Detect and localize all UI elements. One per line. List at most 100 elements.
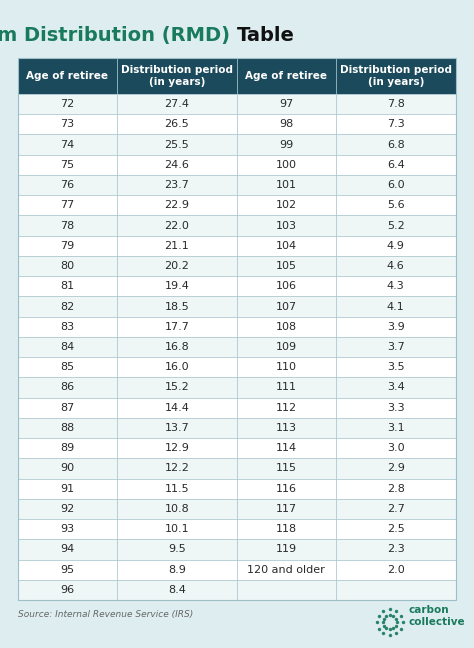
Bar bbox=[18, 479, 117, 499]
Bar bbox=[237, 479, 336, 499]
Text: 95: 95 bbox=[60, 564, 74, 575]
Text: 76: 76 bbox=[60, 180, 74, 190]
Text: 22.0: 22.0 bbox=[164, 220, 189, 231]
Bar bbox=[336, 337, 456, 357]
Text: 82: 82 bbox=[60, 301, 74, 312]
Text: 108: 108 bbox=[276, 322, 297, 332]
Bar bbox=[18, 256, 117, 276]
Text: IRA Required Minimum Distribution (RMD): IRA Required Minimum Distribution (RMD) bbox=[0, 647, 1, 648]
Bar bbox=[336, 317, 456, 337]
Bar bbox=[237, 580, 336, 600]
Bar bbox=[237, 256, 336, 276]
Text: 98: 98 bbox=[279, 119, 293, 130]
Bar bbox=[117, 135, 237, 155]
Text: 16.0: 16.0 bbox=[164, 362, 189, 372]
Bar bbox=[237, 215, 336, 236]
Bar bbox=[237, 438, 336, 458]
Bar bbox=[117, 479, 237, 499]
Bar bbox=[18, 559, 117, 580]
Text: 116: 116 bbox=[276, 483, 297, 494]
Bar bbox=[237, 296, 336, 317]
Text: 2.7: 2.7 bbox=[387, 504, 405, 514]
Text: 20.2: 20.2 bbox=[164, 261, 189, 271]
Bar bbox=[237, 418, 336, 438]
Text: 111: 111 bbox=[276, 382, 297, 393]
Text: 117: 117 bbox=[276, 504, 297, 514]
Bar bbox=[117, 114, 237, 135]
Text: 107: 107 bbox=[276, 301, 297, 312]
Text: Distribution period
(in years): Distribution period (in years) bbox=[121, 65, 233, 87]
Text: 3.4: 3.4 bbox=[387, 382, 405, 393]
Text: Source: Internal Revenue Service (IRS): Source: Internal Revenue Service (IRS) bbox=[18, 610, 193, 619]
Text: 77: 77 bbox=[60, 200, 74, 211]
Text: 102: 102 bbox=[276, 200, 297, 211]
Text: 2.3: 2.3 bbox=[387, 544, 405, 555]
Text: 118: 118 bbox=[276, 524, 297, 534]
Text: 74: 74 bbox=[60, 139, 74, 150]
Bar bbox=[18, 94, 117, 114]
Text: 81: 81 bbox=[60, 281, 74, 292]
Bar bbox=[237, 519, 336, 539]
Bar bbox=[237, 357, 336, 377]
Text: 80: 80 bbox=[60, 261, 74, 271]
Bar bbox=[336, 377, 456, 398]
Text: 90: 90 bbox=[60, 463, 74, 474]
Text: 97: 97 bbox=[279, 99, 293, 109]
Bar bbox=[117, 276, 237, 296]
Bar bbox=[336, 479, 456, 499]
Text: 3.9: 3.9 bbox=[387, 322, 405, 332]
Text: 6.8: 6.8 bbox=[387, 139, 405, 150]
Text: 26.5: 26.5 bbox=[164, 119, 189, 130]
Text: 10.1: 10.1 bbox=[164, 524, 189, 534]
Text: 7.8: 7.8 bbox=[387, 99, 405, 109]
Bar bbox=[237, 195, 336, 215]
Bar bbox=[18, 337, 117, 357]
Bar bbox=[237, 135, 336, 155]
Text: 75: 75 bbox=[60, 160, 74, 170]
Bar bbox=[237, 58, 336, 94]
Bar bbox=[18, 135, 117, 155]
Bar bbox=[117, 519, 237, 539]
Bar bbox=[237, 377, 336, 398]
Text: 92: 92 bbox=[60, 504, 74, 514]
Text: 106: 106 bbox=[276, 281, 297, 292]
Text: 91: 91 bbox=[60, 483, 74, 494]
Text: Distribution period
(in years): Distribution period (in years) bbox=[340, 65, 452, 87]
Bar bbox=[117, 418, 237, 438]
Bar bbox=[18, 175, 117, 195]
Bar bbox=[117, 337, 237, 357]
Bar bbox=[18, 296, 117, 317]
Text: 4.6: 4.6 bbox=[387, 261, 405, 271]
Bar bbox=[336, 114, 456, 135]
Text: 5.2: 5.2 bbox=[387, 220, 405, 231]
Bar bbox=[237, 559, 336, 580]
Text: 2.9: 2.9 bbox=[387, 463, 405, 474]
Bar bbox=[237, 317, 336, 337]
Text: 3.0: 3.0 bbox=[387, 443, 405, 453]
Bar bbox=[18, 357, 117, 377]
Bar bbox=[336, 236, 456, 256]
Bar bbox=[237, 499, 336, 519]
Bar bbox=[18, 236, 117, 256]
Bar bbox=[117, 398, 237, 418]
Text: 3.1: 3.1 bbox=[387, 423, 405, 433]
Text: 14.4: 14.4 bbox=[164, 402, 189, 413]
Text: carbon
collective: carbon collective bbox=[409, 605, 465, 627]
Text: 3.3: 3.3 bbox=[387, 402, 405, 413]
Bar bbox=[237, 539, 336, 559]
Text: 88: 88 bbox=[60, 423, 74, 433]
Bar bbox=[336, 256, 456, 276]
Bar bbox=[336, 357, 456, 377]
Text: 100: 100 bbox=[276, 160, 297, 170]
Bar bbox=[336, 519, 456, 539]
Text: 19.4: 19.4 bbox=[164, 281, 189, 292]
Text: 8.9: 8.9 bbox=[168, 564, 186, 575]
Bar bbox=[336, 499, 456, 519]
Text: Age of retiree: Age of retiree bbox=[26, 71, 108, 81]
Bar bbox=[18, 580, 117, 600]
Bar bbox=[18, 499, 117, 519]
Bar bbox=[117, 580, 237, 600]
Bar bbox=[18, 195, 117, 215]
Bar bbox=[336, 398, 456, 418]
Text: 15.2: 15.2 bbox=[164, 382, 189, 393]
